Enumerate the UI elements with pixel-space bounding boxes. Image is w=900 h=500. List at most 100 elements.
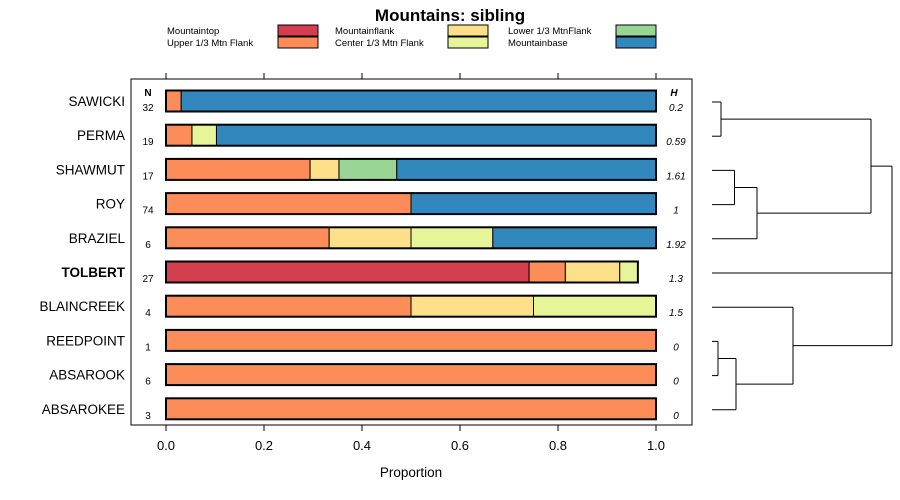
- h-value: 1.61: [666, 171, 685, 182]
- category-label: BLAINCREEK: [39, 299, 125, 314]
- bar-segment-upper-1-3-mtn-flank: [165, 397, 657, 420]
- n-value: 6: [145, 240, 151, 251]
- n-value: 4: [145, 308, 151, 319]
- bar-outline: [165, 123, 657, 147]
- bar-outline: [165, 294, 657, 318]
- bar-segment-mountaintop: [165, 261, 530, 283]
- row-shawmut: SHAWMUT 17 1.61: [56, 157, 686, 182]
- bar-outline: [165, 260, 639, 284]
- x-axis-label: Proportion: [380, 465, 442, 480]
- legend-label-center-1-3-mtn-flank: Center 1/3 Mtn Flank: [335, 38, 424, 49]
- legend-swatch-lower-1-3-mtnflank: [615, 24, 657, 37]
- chart-rows: SAWICKI 32 0.2 PERMA 19 0.59 SHAWMUT 17 1.61 ROY 7…: [39, 89, 686, 422]
- bar-segment-mountainflank: [309, 158, 340, 181]
- h-value: 0.59: [666, 137, 686, 148]
- bar-outline: [165, 192, 657, 216]
- n-column-header: N: [144, 88, 151, 99]
- h-value: 0: [673, 411, 679, 422]
- bar-segment-upper-1-3-mtn-flank: [165, 158, 311, 181]
- h-value: 0.2: [669, 103, 683, 114]
- category-label: REEDPOINT: [46, 333, 125, 348]
- bar-segment-upper-1-3-mtn-flank: [165, 192, 412, 215]
- x-tick-label: 1.0: [647, 438, 665, 453]
- x-tick-label: 0.4: [353, 438, 371, 453]
- legend-swatch-center-1-3-mtn-flank: [447, 36, 489, 49]
- bar-segment-mountainflank: [564, 261, 621, 283]
- bar-segment-mountainbase: [410, 192, 657, 215]
- bar-segment-mountainflank: [328, 226, 412, 249]
- n-value: 17: [142, 171, 154, 182]
- bar-segment-center-1-3-mtn-flank: [191, 124, 217, 147]
- legend-swatch-mountainflank: [447, 24, 489, 37]
- bar-outline: [165, 397, 657, 421]
- x-tick-label: 0.6: [451, 438, 469, 453]
- category-label: ABSAROOK: [49, 368, 125, 383]
- row-absarokee: ABSAROKEE 3 0: [42, 397, 679, 422]
- bar-outline: [165, 157, 657, 181]
- bar-segment-center-1-3-mtn-flank: [410, 226, 494, 249]
- bar-segment-mountainbase: [215, 124, 657, 147]
- bar-outline: [165, 89, 657, 113]
- chart-title: Mountains: sibling: [375, 6, 525, 25]
- bar-segment-upper-1-3-mtn-flank: [528, 261, 566, 283]
- h-value: 0: [673, 377, 679, 388]
- bar-segment-upper-1-3-mtn-flank: [165, 329, 657, 352]
- dendrogram: [712, 101, 893, 411]
- x-tick-label: 0.0: [157, 438, 175, 453]
- n-value: 32: [142, 103, 154, 114]
- bar-segment-upper-1-3-mtn-flank: [165, 124, 193, 147]
- bar-outline: [165, 328, 657, 352]
- h-value: 1.5: [669, 308, 683, 319]
- category-label: ROY: [96, 197, 125, 212]
- x-tick-label: 0.2: [255, 438, 273, 453]
- n-value: 6: [145, 377, 151, 388]
- category-label: ABSAROKEE: [42, 402, 125, 417]
- bar-segment-center-1-3-mtn-flank: [619, 261, 639, 283]
- row-blaincreek: BLAINCREEK 4 1.5: [39, 294, 683, 319]
- n-value: 3: [145, 411, 151, 422]
- bar-outline: [165, 363, 657, 387]
- bar-segment-mountainbase: [396, 158, 657, 181]
- legend-swatch-upper-1-3-mtn-flank: [277, 36, 319, 49]
- row-perma: PERMA 19 0.59: [77, 123, 686, 148]
- n-value: 19: [142, 137, 154, 148]
- n-value: 74: [142, 206, 154, 217]
- h-column-header: H: [670, 88, 678, 99]
- bar-segment-upper-1-3-mtn-flank: [165, 90, 182, 112]
- legend-swatch-mountainbase: [615, 36, 657, 49]
- legend-label-mountainbase: Mountainbase: [508, 38, 568, 49]
- n-value: 27: [142, 274, 154, 285]
- h-value: 1.92: [666, 240, 686, 251]
- legend-label-mountainflank: Mountainflank: [335, 26, 394, 37]
- legend-label-upper-1-3-mtn-flank: Upper 1/3 Mtn Flank: [167, 38, 253, 49]
- legend-swatch-mountaintop: [277, 24, 319, 37]
- n-value: 1: [145, 342, 151, 353]
- row-absarook: ABSAROOK 6 0: [49, 363, 679, 388]
- row-roy: ROY 74 1: [96, 192, 679, 217]
- row-tolbert: TOLBERT 27 1.3: [62, 260, 683, 285]
- category-label: BRAZIEL: [69, 231, 126, 246]
- row-braziel: BRAZIEL 6 1.92: [69, 226, 686, 251]
- chart-axes: 0.0 0.2 0.4 0.6 0.8 1.0: [157, 73, 665, 453]
- x-tick-label: 0.8: [549, 438, 567, 453]
- plot-frame: [130, 78, 693, 426]
- bar-outline: [165, 226, 657, 250]
- row-sawicki: SAWICKI 32 0.2: [68, 89, 683, 114]
- category-label: PERMA: [77, 128, 125, 143]
- bar-segment-mountainflank: [410, 295, 534, 318]
- category-label: SAWICKI: [68, 94, 125, 109]
- category-label: SHAWMUT: [56, 162, 125, 177]
- row-reedpoint: REEDPOINT 1 0: [46, 328, 679, 353]
- bar-segment-upper-1-3-mtn-flank: [165, 226, 330, 249]
- category-label: TOLBERT: [62, 265, 126, 280]
- bar-segment-center-1-3-mtn-flank: [533, 295, 657, 318]
- bar-segment-lower-1-3-mtnflank: [338, 158, 398, 181]
- h-value: 1: [673, 206, 679, 217]
- bar-segment-mountainbase: [492, 226, 657, 249]
- bar-segment-upper-1-3-mtn-flank: [165, 363, 657, 386]
- bar-segment-upper-1-3-mtn-flank: [165, 295, 412, 318]
- h-value: 0: [673, 342, 679, 353]
- h-value: 1.3: [669, 274, 683, 285]
